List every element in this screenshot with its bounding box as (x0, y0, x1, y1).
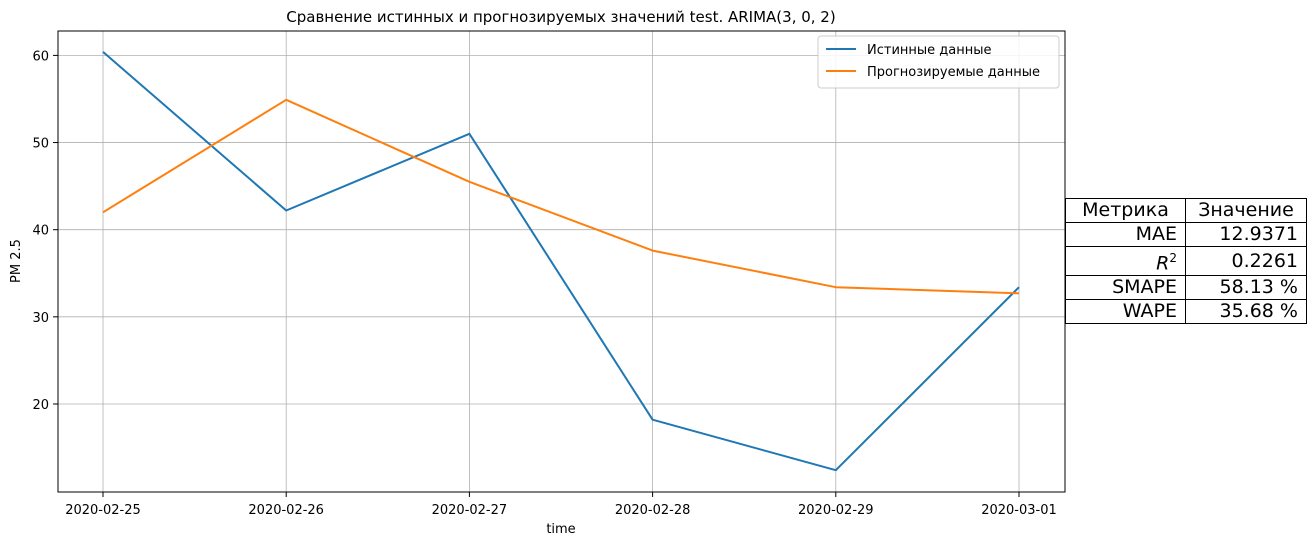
r2-base: R (1156, 252, 1170, 275)
y-tick-label: 40 (32, 224, 49, 239)
series-line-true (102, 51, 1020, 472)
grid-lines (58, 31, 1065, 492)
y-tick-label: 50 (32, 137, 49, 152)
x-tick-label: 2020-02-27 (432, 503, 508, 518)
y-axis-title: PM 2.5 (9, 239, 24, 283)
metric-name-mae: MAE (1065, 222, 1186, 247)
x-tick-label: 2020-02-25 (65, 503, 141, 518)
y-tick-label: 20 (32, 398, 49, 413)
legend: Истинные данные Прогнозируемые данные (817, 35, 1060, 89)
axis-ticks: 2020-02-25 2020-02-26 2020-02-27 2020-02-28… (32, 49, 1056, 518)
metric-name-wape: WAPE (1065, 299, 1186, 325)
table-row: R2 0.2261 (1065, 245, 1307, 277)
metric-value-mae: 12.9371 (1185, 222, 1307, 247)
metric-value-wape: 35.68 % (1185, 299, 1307, 325)
metric-value-smape: 58.13 % (1185, 275, 1307, 301)
metric-name-smape: SMAPE (1065, 275, 1186, 301)
metric-header: Метрика (1065, 198, 1186, 223)
legend-box (817, 35, 1060, 89)
legend-label-true: Истинные данные (867, 43, 992, 58)
y-tick-label: 60 (32, 49, 49, 64)
plot-frame (57, 30, 1066, 493)
table-row: MAE 12.9371 (1065, 222, 1307, 247)
metrics-header-row: Метрика Значение (1065, 198, 1307, 223)
series-lines (102, 51, 1020, 472)
metric-value-r2: 0.2261 (1185, 245, 1307, 277)
x-tick-label: 2020-02-28 (615, 503, 691, 518)
legend-label-forecast: Прогнозируемые данные (867, 65, 1040, 80)
x-axis-title: time (546, 522, 575, 537)
metrics-table: Метрика Значение MAE 12.9371 R2 0.2261 S… (1065, 198, 1307, 325)
table-row: WAPE 35.68 % (1065, 299, 1307, 325)
y-tick-label: 30 (32, 311, 49, 326)
series-line-forecast (102, 98, 1020, 295)
x-tick-label: 2020-02-29 (798, 503, 874, 518)
r2-exponent: 2 (1169, 251, 1177, 265)
metric-name-r2: R2 (1065, 245, 1186, 277)
table-row: SMAPE 58.13 % (1065, 275, 1307, 301)
x-tick-label: 2020-03-01 (981, 503, 1057, 518)
chart-title: Сравнение истинных и прогнозируемых знач… (286, 8, 835, 26)
value-header: Значение (1185, 198, 1307, 223)
x-tick-label: 2020-02-26 (248, 503, 324, 518)
